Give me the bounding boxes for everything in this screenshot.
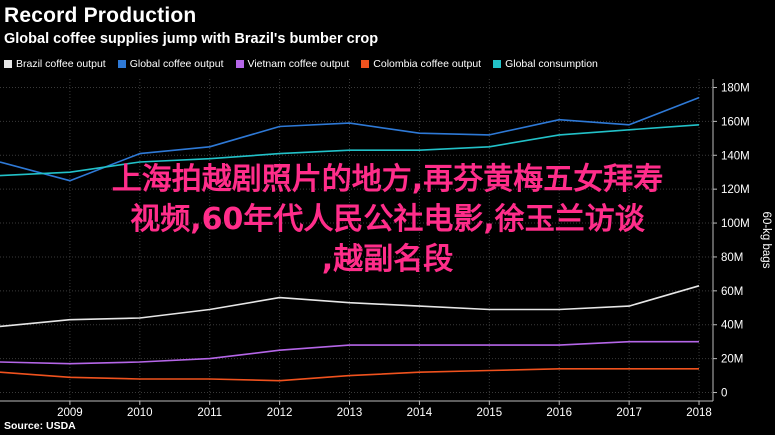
series-line xyxy=(0,340,699,365)
x-tick-label: 2013 xyxy=(337,407,363,419)
x-tick-label: 2018 xyxy=(686,407,712,419)
x-tick-label: 2016 xyxy=(546,407,572,419)
y-tick-label: 160M xyxy=(721,116,750,128)
x-tick-label: 2015 xyxy=(477,407,503,419)
legend-label: Colombia coffee output xyxy=(373,58,482,70)
overlay-line-3: ,越副名段 xyxy=(321,242,454,277)
y-tick-label: 0 xyxy=(721,388,727,400)
x-tick-label: 2012 xyxy=(267,407,293,419)
legend-swatch xyxy=(493,60,502,68)
y-tick-label: 80M xyxy=(721,252,743,264)
legend-swatch xyxy=(361,60,370,68)
y-tick-label: 100M xyxy=(721,218,750,230)
source-note: Source: USDA xyxy=(4,420,76,432)
x-tick-label: 2009 xyxy=(57,407,83,419)
series-line xyxy=(0,367,699,382)
legend-swatch xyxy=(235,60,244,68)
legend-label: Global consumption xyxy=(505,58,598,70)
series-line xyxy=(0,124,700,177)
legend-label: Vietnam coffee output xyxy=(247,58,350,70)
legend-item: Vietnam coffee output xyxy=(235,58,350,70)
overlay-line-1: 上海拍越剧照片的地方,再芬黄梅五女拜寿 xyxy=(111,162,664,197)
legend-item: Global coffee output xyxy=(117,58,224,70)
legend-item: Colombia coffee output xyxy=(361,58,481,70)
y-tick-label: 20M xyxy=(721,354,743,366)
legend-swatch xyxy=(4,60,12,68)
y-axis-label: 60-kg bags xyxy=(760,212,772,269)
legend-swatch xyxy=(117,60,126,68)
series-line xyxy=(0,96,700,182)
chart-title: Record Production xyxy=(4,4,197,27)
x-tick-label: 2011 xyxy=(197,407,222,419)
y-tick-label: 120M xyxy=(721,184,750,196)
y-tick-label: 140M xyxy=(721,150,750,162)
x-tick-label: 2017 xyxy=(616,407,642,419)
series-line xyxy=(0,285,700,328)
x-tick-label: 2010 xyxy=(127,407,153,419)
legend-label: Brazil coffee output xyxy=(16,58,106,70)
legend-label: Global coffee output xyxy=(129,58,224,70)
overlay-text: 上海拍越剧照片的地方,再芬黄梅五女拜寿 视频,60年代人民公社电影,徐玉兰访谈 … xyxy=(0,160,775,280)
overlay-line-2: 视频,60年代人民公社电影,徐玉兰访谈 xyxy=(130,202,645,237)
legend-item: Brazil coffee output xyxy=(4,58,106,70)
chart-subtitle: Global coffee supplies jump with Brazil'… xyxy=(4,31,379,47)
legend-item: Global consumption xyxy=(493,58,598,70)
legend: Brazil coffee output Global coffee output… xyxy=(4,58,598,70)
y-tick-label: 60M xyxy=(721,286,743,298)
y-tick-label: 180M xyxy=(721,82,750,94)
y-tick-label: 40M xyxy=(721,320,743,332)
x-tick-label: 2014 xyxy=(407,407,433,419)
